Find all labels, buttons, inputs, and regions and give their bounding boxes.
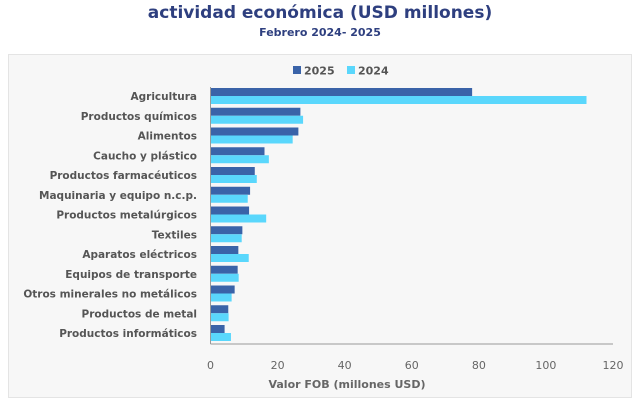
bar-2024 xyxy=(210,333,231,341)
category-label: Alimentos xyxy=(138,131,197,143)
category-label: Caucho y plástico xyxy=(93,150,197,162)
chart-subtitle: Febrero 2024- 2025 xyxy=(259,26,381,39)
bar-2025 xyxy=(210,186,251,195)
category-label: Productos informáticos xyxy=(59,328,197,340)
bar-2024 xyxy=(210,194,248,203)
bar-2024 xyxy=(210,155,269,164)
bar-2025 xyxy=(210,127,299,136)
x-tick-label: 60 xyxy=(405,359,419,372)
bar-2025 xyxy=(210,265,238,274)
bar-2025 xyxy=(210,88,473,96)
bar-2024 xyxy=(210,313,229,322)
category-label: Equipos de transporte xyxy=(65,269,197,281)
x-tick-label: 80 xyxy=(472,359,486,372)
category-label: Agricultura xyxy=(131,91,197,103)
x-tick-label: 120 xyxy=(603,359,624,372)
chart-title: actividad económica (USD millones) xyxy=(147,3,493,23)
bar-2024 xyxy=(210,96,587,104)
category-label: Textiles xyxy=(152,229,197,241)
bar-2025 xyxy=(210,305,229,314)
legend-swatch-2024 xyxy=(347,66,355,74)
bar-2024 xyxy=(210,115,304,124)
category-label: Productos metalúrgicos xyxy=(56,210,197,222)
bar-2024 xyxy=(210,254,249,262)
legend-label-2024: 2024 xyxy=(358,65,389,78)
bar-2024 xyxy=(210,273,239,282)
category-label: Productos farmacéuticos xyxy=(50,170,197,182)
category-label: Otros minerales no metálicos xyxy=(23,289,197,301)
x-tick-label: 100 xyxy=(535,359,556,372)
chart-panel xyxy=(8,54,632,398)
bar-2024 xyxy=(210,293,232,302)
bar-2025 xyxy=(210,246,239,254)
bar-2025 xyxy=(210,107,301,116)
x-axis-label: Valor FOB (millones USD) xyxy=(268,378,425,391)
x-tick-label: 0 xyxy=(207,359,214,372)
bar-2025 xyxy=(210,206,250,215)
category-label: Productos químicos xyxy=(81,111,197,123)
bar-2024 xyxy=(210,175,257,183)
category-label: Aparatos eléctricos xyxy=(82,249,197,261)
legend-label-2025: 2025 xyxy=(304,65,335,78)
bar-2025 xyxy=(210,226,243,235)
x-tick-label: 20 xyxy=(271,359,285,372)
bar-2025 xyxy=(210,147,265,156)
bar-2024 xyxy=(210,234,242,243)
bar-2025 xyxy=(210,285,235,294)
category-label: Productos de metal xyxy=(82,308,198,320)
bar-2025 xyxy=(210,167,255,175)
legend-swatch-2025 xyxy=(293,66,301,74)
bar-2024 xyxy=(210,214,267,223)
category-label: Maquinaria y equipo n.c.p. xyxy=(39,190,197,202)
x-tick-label: 40 xyxy=(338,359,352,372)
bar-2025 xyxy=(210,325,225,333)
bar-2024 xyxy=(210,135,293,144)
